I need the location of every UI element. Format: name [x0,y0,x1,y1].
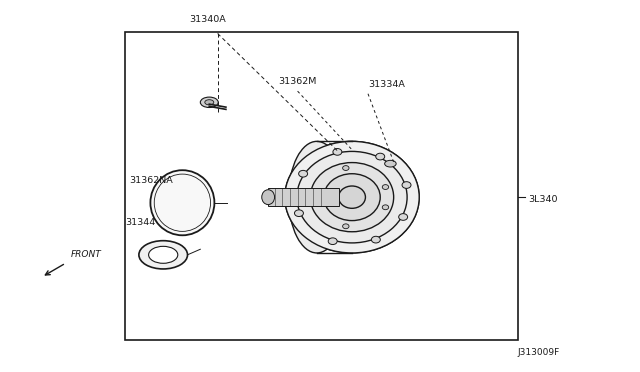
Text: 3L340: 3L340 [528,195,557,203]
Ellipse shape [262,190,275,205]
Ellipse shape [299,170,308,177]
Ellipse shape [314,190,320,195]
Ellipse shape [285,141,419,253]
Ellipse shape [371,236,380,243]
Text: 31362NA: 31362NA [129,176,173,185]
Text: FRONT: FRONT [70,250,101,259]
Ellipse shape [294,210,303,217]
Ellipse shape [285,141,419,253]
Text: J313009F: J313009F [518,348,560,357]
Ellipse shape [150,170,214,235]
Circle shape [205,100,214,105]
Ellipse shape [297,151,407,243]
Circle shape [139,241,188,269]
Bar [268,188,339,206]
Ellipse shape [289,141,345,253]
Ellipse shape [402,182,411,188]
Ellipse shape [342,166,349,170]
Text: 31362M: 31362M [278,77,317,86]
Circle shape [385,160,396,167]
Ellipse shape [339,186,365,208]
Ellipse shape [310,163,394,232]
Circle shape [200,97,218,108]
Ellipse shape [324,174,380,221]
Ellipse shape [333,148,342,155]
Text: 31334A: 31334A [368,80,405,89]
Text: 31344: 31344 [125,218,156,227]
Ellipse shape [328,238,337,244]
Ellipse shape [382,185,388,189]
Text: 31340A: 31340A [189,15,227,24]
Circle shape [148,246,178,263]
Ellipse shape [382,205,388,210]
Ellipse shape [399,214,408,220]
Ellipse shape [342,224,349,229]
Bar [125,32,518,340]
Ellipse shape [376,153,385,160]
